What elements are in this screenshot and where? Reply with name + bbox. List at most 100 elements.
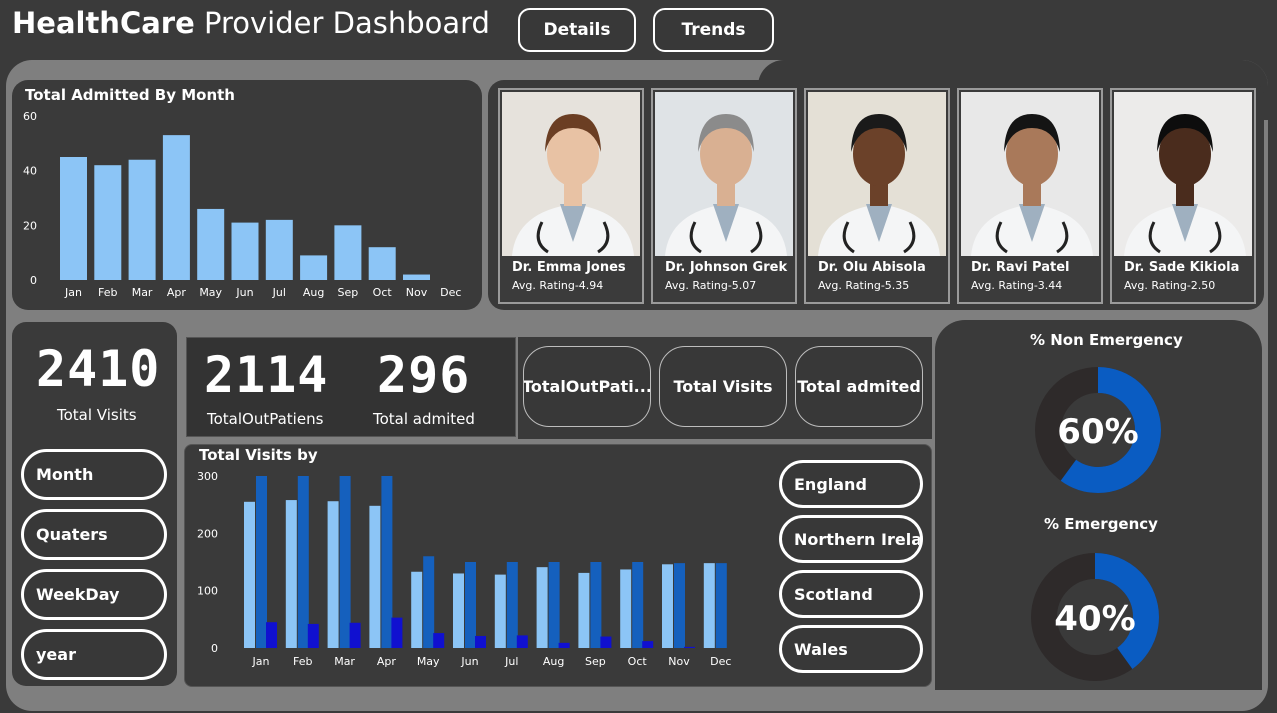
doctor-card[interactable]: Dr. Johnson Grek Avg. Rating-5.07 xyxy=(651,88,797,304)
visits-bar xyxy=(256,476,267,648)
visits-bar xyxy=(339,476,351,648)
doctor-rating: Avg. Rating-5.35 xyxy=(818,279,910,292)
doctor-rating: Avg. Rating-5.07 xyxy=(665,279,757,292)
visits-x-tick: Nov xyxy=(668,655,690,668)
visits-bar xyxy=(662,564,673,648)
filter-weekday-button[interactable]: WeekDay xyxy=(21,569,167,620)
visits-bar xyxy=(349,622,361,648)
admitted-y-tick: 40 xyxy=(23,165,37,178)
doctor-name: Dr. Johnson Grek xyxy=(665,260,788,275)
visits-x-tick: Sep xyxy=(585,655,606,668)
emergency-donut: 40% xyxy=(1031,553,1159,681)
visits-bar xyxy=(307,623,319,648)
measure-outpatients-button[interactable]: TotalOutPati... xyxy=(523,346,651,427)
visits-bar xyxy=(536,567,548,648)
visits-bar xyxy=(642,641,654,648)
doctor-photo xyxy=(502,92,640,256)
region-scotland-button[interactable]: Scotland xyxy=(779,570,923,618)
donut-arc xyxy=(1031,553,1159,681)
emergency-title: % Emergency xyxy=(1044,515,1158,533)
visits-bar xyxy=(548,562,560,648)
visits-bar xyxy=(578,572,590,648)
filter-month-button[interactable]: Month xyxy=(21,449,167,500)
doctor-photo xyxy=(808,92,946,256)
visits-bar xyxy=(506,562,518,648)
donut-arc xyxy=(1035,367,1161,493)
kpi-card xyxy=(186,337,516,437)
measure-total-admitted-button[interactable]: Total admited xyxy=(795,346,923,427)
visits-bar xyxy=(433,633,445,648)
admitted-x-tick: May xyxy=(199,286,222,299)
filter-quarters-button[interactable]: Quaters xyxy=(21,509,167,560)
outpatients-label: TotalOutPatiens xyxy=(207,410,324,428)
filter-year-button[interactable]: year xyxy=(21,629,167,680)
visits-x-tick: Aug xyxy=(543,655,564,668)
admitted-label: Total admited xyxy=(373,410,475,428)
visits-bar xyxy=(516,635,528,648)
admitted-y-tick: 0 xyxy=(30,274,37,287)
visits-bar xyxy=(453,573,464,648)
non-emergency-donut: 60% xyxy=(1035,367,1161,493)
visits-x-tick: Mar xyxy=(334,655,355,668)
admitted-x-tick: Sep xyxy=(338,286,359,299)
doctor-name: Dr. Ravi Patel xyxy=(971,260,1070,275)
doctor-photo xyxy=(961,92,1099,256)
visits-x-tick: Apr xyxy=(377,655,397,668)
admitted-x-tick: Nov xyxy=(406,286,428,299)
admitted-y-tick: 20 xyxy=(23,219,37,232)
admitted-bar xyxy=(128,159,156,280)
admitted-bar xyxy=(94,165,122,280)
admitted-value: 296 xyxy=(377,346,471,404)
visits-kpi-panel xyxy=(12,322,177,686)
page-title: HealthCare Provider Dashboard xyxy=(12,6,490,40)
admitted-x-tick: Jul xyxy=(272,286,286,299)
admitted-bar xyxy=(265,219,293,280)
total-visits-label: Total Visits xyxy=(57,406,137,424)
region-england-button[interactable]: England xyxy=(779,460,923,508)
admitted-bar xyxy=(162,135,190,280)
admitted-x-tick: Dec xyxy=(440,286,461,299)
admitted-x-tick: Jun xyxy=(235,286,253,299)
donut-value: 40% xyxy=(1054,599,1135,639)
region-wales-button[interactable]: Wales xyxy=(779,625,923,673)
visits-bar xyxy=(475,635,486,648)
admitted-x-tick: Aug xyxy=(303,286,324,299)
admitted-bar xyxy=(403,274,430,280)
doctor-card[interactable]: Dr. Emma Jones Avg. Rating-4.94 xyxy=(498,88,644,304)
outpatients-value: 2114 xyxy=(204,346,329,404)
visits-bar-chart: 0 100 200 300 Jan Feb Mar Apr May Jun Jul Aug Sep Oct… xyxy=(197,470,731,668)
doctor-photo xyxy=(655,92,793,256)
doctor-card[interactable]: Dr. Ravi Patel Avg. Rating-3.44 xyxy=(957,88,1103,304)
visits-bar xyxy=(297,476,309,648)
visits-x-tick: Oct xyxy=(628,655,648,668)
visits-bar xyxy=(369,505,381,648)
trends-button[interactable]: Trends xyxy=(653,8,774,52)
doctor-rating: Avg. Rating-3.44 xyxy=(971,279,1063,292)
doctor-card[interactable]: Dr. Olu Abisola Avg. Rating-5.35 xyxy=(804,88,950,304)
visits-x-tick: Feb xyxy=(293,655,312,668)
doctor-card[interactable]: Dr. Sade Kikiola Avg. Rating-2.50 xyxy=(1110,88,1256,304)
visits-bar xyxy=(632,562,644,648)
measure-total-visits-button[interactable]: Total Visits xyxy=(659,346,787,427)
doctor-photo xyxy=(1114,92,1252,256)
visits-x-tick: May xyxy=(417,655,440,668)
visits-y-tick: 0 xyxy=(211,642,218,655)
visits-bar xyxy=(391,617,403,648)
admitted-x-tick: Oct xyxy=(373,286,393,299)
admitted-y-tick: 60 xyxy=(23,110,37,123)
region-northern-ireland-button[interactable]: Northern Ireland xyxy=(779,515,923,563)
visits-bar xyxy=(327,501,339,648)
visits-bar xyxy=(558,642,570,648)
admitted-bar xyxy=(60,157,87,280)
visits-bar xyxy=(266,622,277,648)
visits-bar xyxy=(494,574,506,648)
visits-bar xyxy=(684,646,695,648)
visits-x-tick: Jun xyxy=(460,655,478,668)
details-button[interactable]: Details xyxy=(518,8,636,52)
admitted-chart-title: Total Admitted By Month xyxy=(25,86,235,104)
admitted-bar xyxy=(197,208,225,280)
visits-y-tick: 300 xyxy=(197,470,218,483)
visits-chart-title: Total Visits by xyxy=(199,446,318,464)
visits-bar xyxy=(285,500,297,648)
visits-bar xyxy=(703,563,715,648)
